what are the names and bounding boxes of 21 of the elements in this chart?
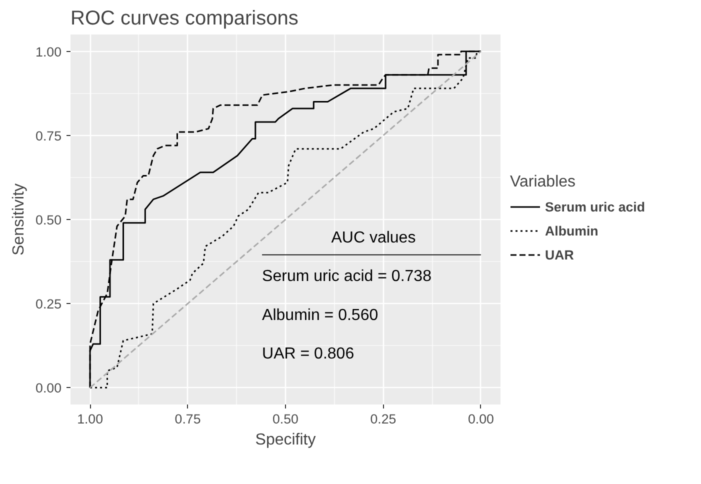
y-tick-label: 1.00 bbox=[36, 44, 62, 60]
y-tick-label: 0.50 bbox=[36, 212, 62, 228]
x-tick-label: 0.25 bbox=[370, 412, 396, 426]
annotation: Albumin = 0.560 bbox=[262, 306, 378, 324]
legend-title: Variables bbox=[510, 174, 577, 192]
x-tick-label: 1.00 bbox=[77, 412, 104, 426]
x-axis-title: Specifity bbox=[255, 432, 316, 448]
y-tick-label: 0.00 bbox=[36, 380, 62, 396]
x-tick-label: 0.50 bbox=[272, 412, 298, 426]
legend-label: Albumin bbox=[545, 223, 598, 238]
x-tick-label: 0.00 bbox=[468, 412, 494, 426]
annotation: AUC values bbox=[331, 229, 416, 246]
legend-label: UAR bbox=[545, 247, 574, 262]
y-tick-label: 0.75 bbox=[36, 128, 62, 144]
annotation: UAR = 0.806 bbox=[262, 345, 354, 362]
chart-title: ROC curves comparisons bbox=[70, 8, 298, 30]
annotation: Serum uric acid = 0.738 bbox=[262, 268, 432, 286]
y-tick-label: 0.25 bbox=[36, 296, 62, 312]
x-tick-label: 0.75 bbox=[174, 412, 201, 426]
legend-label: Serum uric acid bbox=[545, 199, 646, 214]
y-axis-title: Sensitivity bbox=[10, 183, 28, 256]
